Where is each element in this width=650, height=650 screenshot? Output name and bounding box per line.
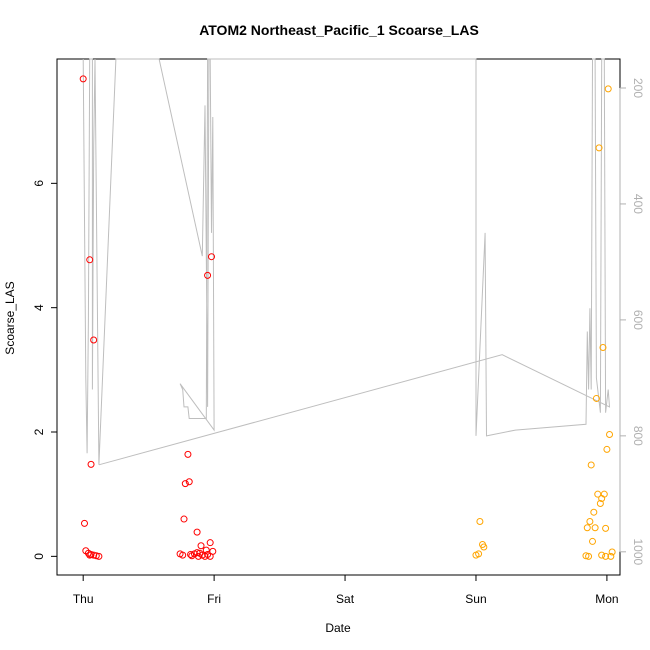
data-point [181, 480, 189, 488]
data-point [598, 551, 606, 559]
y2-tick-label: 400 [631, 194, 645, 214]
y2-tick-label: 200 [631, 78, 645, 98]
data-point [600, 490, 608, 498]
y-axis-label: Scoarse_LAS [3, 281, 17, 354]
y2-tick-label: 600 [631, 310, 645, 330]
x-tick-label: Mon [595, 592, 618, 606]
data-point [193, 528, 201, 536]
data-point [87, 460, 95, 468]
data-point [594, 490, 602, 498]
data-point [207, 253, 215, 261]
plot-area [56, 58, 621, 576]
data-point [197, 542, 205, 550]
data-point [590, 508, 598, 516]
data-point [86, 551, 94, 559]
data-point [583, 524, 591, 532]
x-tick-label: Fri [207, 592, 221, 606]
data-point [202, 546, 210, 554]
data-point [591, 524, 599, 532]
data-point [587, 461, 595, 469]
data-point [179, 551, 187, 559]
points-layer [79, 75, 616, 560]
x-tick-label: Thu [73, 592, 94, 606]
y2-axis: 200 400 600 800 1000 [619, 78, 645, 565]
data-point [209, 547, 217, 555]
y-tick-label: 4 [32, 304, 46, 311]
data-point [585, 552, 593, 560]
data-point [476, 518, 484, 526]
depth-line-layer [82, 58, 611, 466]
data-point [475, 550, 483, 558]
data-point [607, 552, 615, 560]
data-point [582, 552, 590, 560]
data-point [86, 256, 94, 264]
y-tick-label: 6 [32, 180, 46, 187]
data-point [592, 394, 600, 402]
x-axis-label: Date [325, 621, 351, 635]
y-axis: 0 2 4 6 [32, 180, 58, 560]
data-point [194, 552, 202, 560]
data-point [480, 543, 488, 551]
data-point [92, 552, 100, 560]
data-point [606, 430, 614, 438]
data-point [206, 539, 214, 547]
data-point [180, 515, 188, 523]
data-point [603, 445, 611, 453]
y2-tick-label: 1000 [631, 538, 645, 565]
data-point [204, 271, 212, 279]
data-point [79, 75, 87, 83]
x-tick-label: Sat [336, 592, 355, 606]
data-point [599, 343, 607, 351]
data-point [90, 551, 98, 559]
data-point [187, 550, 195, 558]
x-axis: Thu Fri Sat Sun Mon [73, 574, 619, 606]
chart-title: ATOM2 Northeast_Pacific_1 Scoarse_LAS [199, 22, 479, 38]
data-point [80, 519, 88, 527]
y-tick-label: 2 [32, 428, 46, 435]
data-point [589, 537, 597, 545]
x-tick-label: Sun [465, 592, 486, 606]
y-tick-label: 0 [32, 553, 46, 560]
depth-line [82, 58, 611, 466]
data-point [608, 548, 616, 556]
data-point [184, 450, 192, 458]
data-point [602, 524, 610, 532]
data-point [586, 518, 594, 526]
data-point [90, 336, 98, 344]
y2-tick-label: 800 [631, 426, 645, 446]
data-point [185, 478, 193, 486]
data-point [95, 552, 103, 560]
data-point [595, 144, 603, 152]
data-point [602, 552, 610, 560]
data-point [596, 500, 604, 508]
data-point [604, 85, 612, 93]
